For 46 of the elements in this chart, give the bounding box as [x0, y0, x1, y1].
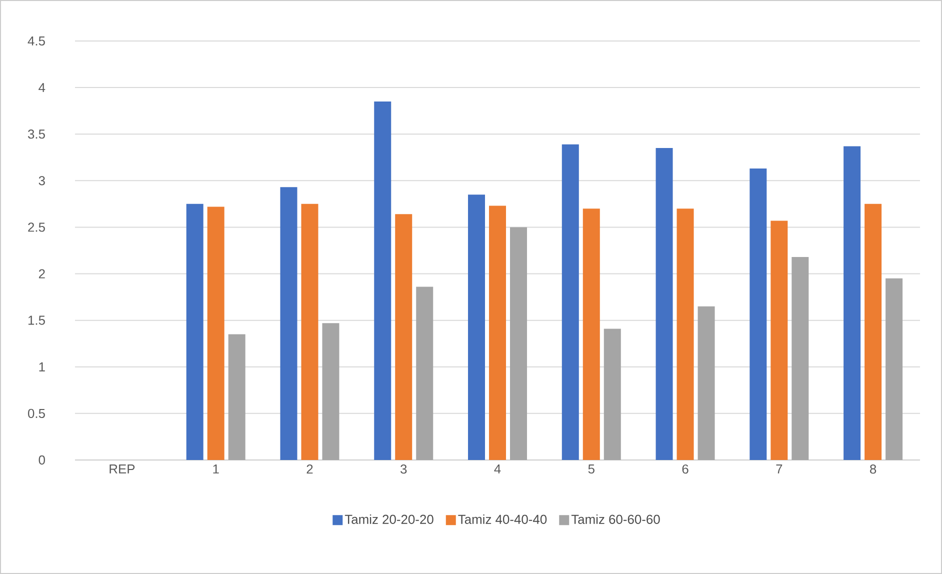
bar	[395, 214, 412, 460]
y-tick-label: 2.5	[28, 222, 45, 232]
bar	[468, 194, 486, 460]
y-tick-label: 0	[38, 455, 45, 465]
bar	[676, 208, 694, 460]
x-tick-label: REP	[110, 464, 135, 474]
bar	[562, 144, 579, 460]
y-tick-label: 3.5	[28, 130, 45, 139]
y-tick-label: 0.5	[28, 408, 45, 418]
y-tick-label: 4.5	[28, 36, 45, 46]
bar	[322, 323, 340, 460]
legend-label: Tamiz 20-20-20	[344, 514, 434, 524]
bar	[416, 286, 434, 460]
bar	[207, 206, 224, 460]
y-tick-label: 4	[38, 83, 46, 92]
bar	[582, 208, 600, 460]
bar	[510, 227, 528, 460]
y-tick-label: 1.5	[28, 316, 45, 325]
bar	[301, 204, 318, 460]
bar	[886, 278, 903, 460]
bar	[656, 148, 673, 460]
x-tick-label: 5	[588, 464, 594, 474]
x-tick-label: 4	[494, 464, 501, 474]
bar	[864, 204, 882, 460]
bar	[186, 204, 204, 460]
bar	[844, 146, 861, 460]
bar	[604, 328, 621, 460]
x-tick-label: 3	[400, 464, 407, 474]
x-tick-label: 8	[870, 464, 876, 474]
x-tick-label: 2	[306, 464, 313, 474]
y-tick-label: 1	[39, 362, 45, 372]
bar	[770, 220, 788, 460]
bar	[280, 187, 298, 460]
bar	[750, 168, 767, 460]
legend-label: Tamiz 40-40-40	[458, 514, 547, 524]
bar	[698, 306, 715, 460]
bar	[374, 102, 392, 460]
x-tick-label: 1	[213, 464, 219, 474]
legend-label: Tamiz 60-60-60	[571, 514, 660, 524]
bar	[489, 206, 506, 460]
y-tick-label: 2	[38, 269, 45, 278]
x-tick-label: 6	[682, 464, 688, 474]
y-tick-label: 3	[38, 176, 45, 186]
bar	[228, 334, 246, 460]
x-tick-label: 7	[776, 464, 782, 474]
bar	[792, 257, 809, 460]
